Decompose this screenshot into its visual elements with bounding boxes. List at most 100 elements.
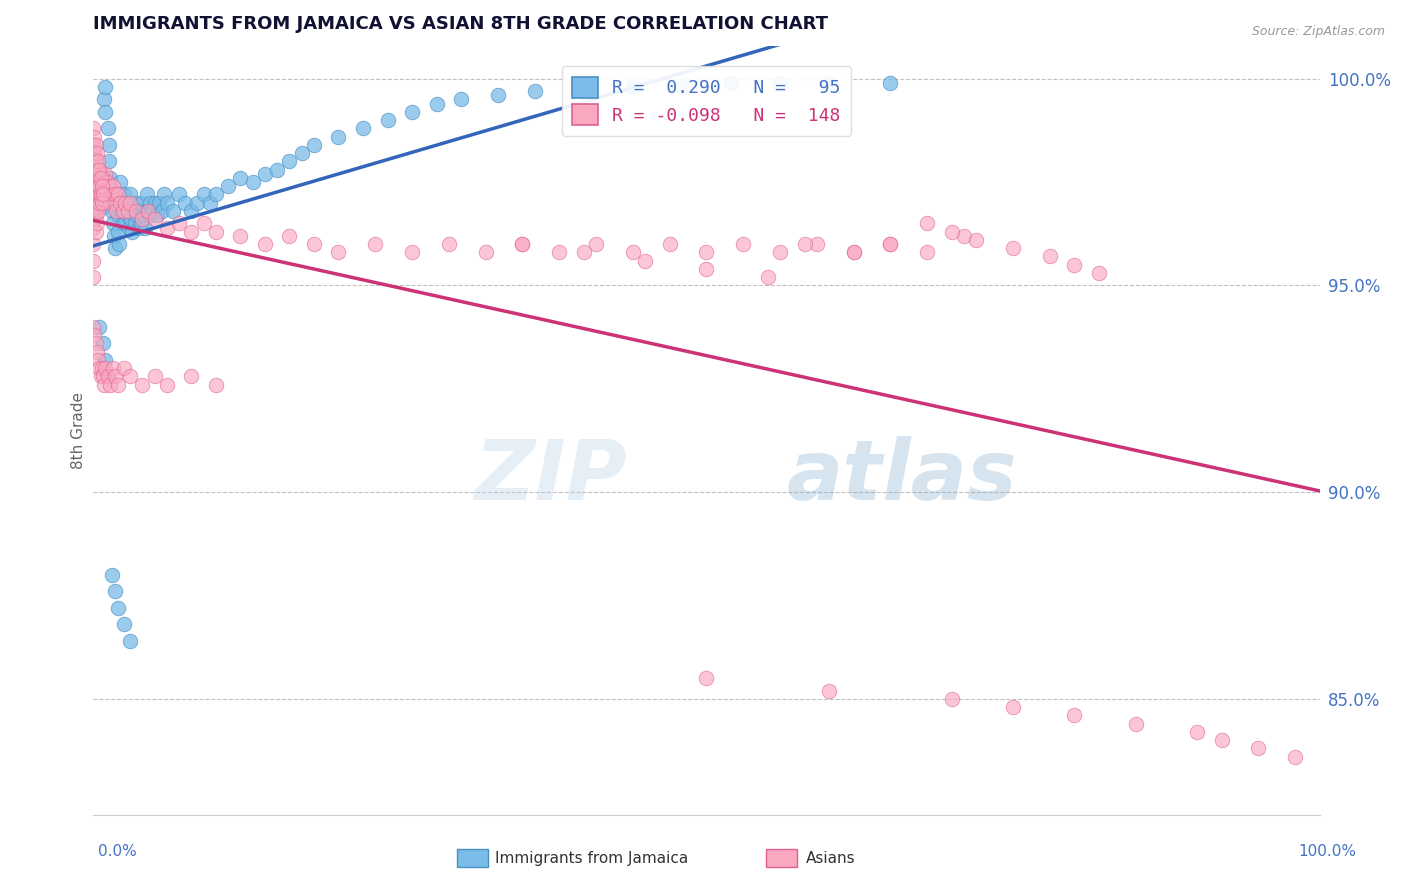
Point (132, 208, 155, 222)
Point (90, 179, 112, 194)
Point (91, 369, 114, 384)
Point (143, 195, 166, 210)
Point (83, 328, 105, 343)
Point (167, 187, 190, 202)
Point (107, 225, 129, 239)
Point (107, 208, 129, 222)
Point (328, 129, 350, 144)
Point (104, 584, 127, 599)
Point (585, 237, 607, 252)
Point (180, 225, 202, 239)
Point (139, 208, 162, 222)
Point (426, 96, 449, 111)
Point (572, 84, 595, 98)
Point (156, 220, 179, 235)
Point (1063, 258, 1085, 272)
Point (205, 187, 228, 202)
Point (138, 195, 160, 210)
Point (193, 216, 215, 230)
Point (87, 170, 110, 185)
Point (120, 212, 142, 227)
Point (94, 104, 117, 119)
Point (90, 167, 112, 181)
Point (83, 179, 105, 194)
Text: Immigrants from Jamaica: Immigrants from Jamaica (495, 851, 688, 865)
Point (1247, 741, 1270, 756)
Point (695, 261, 717, 276)
Point (818, 76, 841, 90)
Point (87, 154, 110, 169)
Point (100, 187, 122, 202)
Point (1063, 708, 1085, 723)
Point (512, 237, 534, 252)
Point (82, 137, 104, 152)
Point (89, 319, 111, 334)
Point (101, 179, 124, 194)
Point (94, 80, 117, 95)
Point (364, 237, 387, 252)
Point (118, 195, 141, 210)
Point (89, 179, 111, 194)
Point (82, 204, 104, 219)
Point (253, 167, 276, 181)
Point (153, 187, 176, 202)
Point (104, 187, 127, 202)
Point (101, 361, 124, 376)
Point (108, 175, 131, 189)
Point (523, 84, 546, 98)
Point (91, 187, 114, 202)
Point (86, 167, 108, 181)
Point (83, 195, 105, 210)
Point (112, 361, 135, 376)
Point (135, 204, 157, 219)
Point (87, 170, 110, 185)
Point (98, 195, 121, 210)
Point (89, 361, 111, 376)
Point (98, 170, 121, 185)
Point (437, 237, 460, 252)
Text: IMMIGRANTS FROM JAMAICA VS ASIAN 8TH GRADE CORRELATION CHART: IMMIGRANTS FROM JAMAICA VS ASIAN 8TH GRA… (93, 15, 828, 33)
Point (720, 76, 742, 90)
Point (90, 195, 112, 210)
Point (128, 204, 150, 219)
Point (915, 216, 938, 230)
Point (94, 183, 117, 197)
Point (82, 253, 104, 268)
Point (548, 245, 571, 260)
Point (89, 195, 111, 210)
Point (90, 192, 112, 206)
Point (150, 204, 173, 219)
Point (377, 113, 399, 128)
Point (572, 245, 595, 260)
Point (621, 245, 644, 260)
Point (658, 237, 681, 252)
Point (93, 192, 115, 206)
Point (842, 245, 865, 260)
Point (217, 179, 239, 194)
Point (695, 671, 717, 685)
Point (131, 377, 153, 392)
Point (141, 204, 163, 219)
Point (112, 204, 135, 219)
Point (86, 200, 108, 214)
Point (93, 377, 115, 392)
Point (94, 167, 117, 181)
Point (84, 154, 107, 169)
Point (474, 245, 496, 260)
Point (82, 154, 104, 169)
Point (94, 352, 117, 367)
Point (89, 162, 111, 177)
Point (302, 237, 325, 252)
Point (87, 187, 110, 202)
Point (148, 195, 170, 210)
Point (97, 187, 120, 202)
Point (98, 154, 121, 169)
Point (229, 228, 252, 243)
Point (103, 228, 125, 243)
Point (818, 683, 841, 698)
Point (162, 204, 184, 219)
Point (86, 344, 108, 359)
Point (101, 216, 124, 230)
Point (401, 245, 423, 260)
Point (131, 212, 153, 227)
